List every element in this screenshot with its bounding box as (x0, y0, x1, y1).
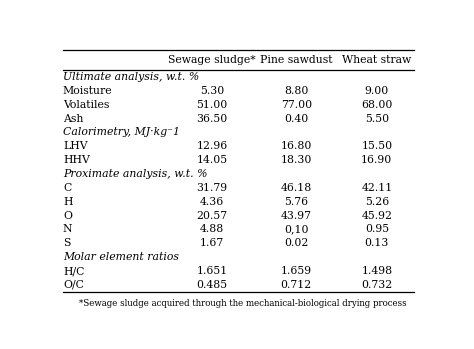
Text: 0.02: 0.02 (284, 238, 309, 248)
Text: O: O (63, 210, 72, 221)
Text: 14.05: 14.05 (196, 155, 228, 165)
Text: 0,10: 0,10 (284, 224, 309, 235)
Text: O/C: O/C (63, 280, 84, 290)
Text: Sewage sludge*: Sewage sludge* (168, 55, 255, 65)
Text: S: S (63, 238, 70, 248)
Text: 1.651: 1.651 (196, 266, 228, 276)
Text: 5.76: 5.76 (284, 197, 308, 207)
Text: LHV: LHV (63, 141, 88, 151)
Text: Ultimate analysis, w.t. %: Ultimate analysis, w.t. % (63, 72, 199, 82)
Text: 8.80: 8.80 (284, 86, 309, 96)
Text: 5.26: 5.26 (365, 197, 389, 207)
Text: 15.50: 15.50 (361, 141, 392, 151)
Text: 5.30: 5.30 (200, 86, 224, 96)
Text: 4.88: 4.88 (200, 224, 224, 235)
Text: 5.50: 5.50 (365, 113, 389, 124)
Text: 68.00: 68.00 (361, 100, 392, 110)
Text: Calorimetry, MJ·kg⁻1: Calorimetry, MJ·kg⁻1 (63, 127, 180, 138)
Text: 45.92: 45.92 (361, 210, 392, 221)
Text: 31.79: 31.79 (196, 183, 228, 193)
Text: 12.96: 12.96 (196, 141, 228, 151)
Text: N: N (63, 224, 73, 235)
Text: C: C (63, 183, 71, 193)
Text: 36.50: 36.50 (196, 113, 228, 124)
Text: Wheat straw: Wheat straw (342, 55, 411, 65)
Text: *Sewage sludge acquired through the mechanical-biological drying process: *Sewage sludge acquired through the mech… (79, 299, 407, 309)
Text: 46.18: 46.18 (281, 183, 312, 193)
Text: Proximate analysis, w.t. %: Proximate analysis, w.t. % (63, 169, 208, 179)
Text: 1.67: 1.67 (200, 238, 224, 248)
Text: 0.13: 0.13 (365, 238, 389, 248)
Text: 0.95: 0.95 (365, 224, 389, 235)
Text: 0.732: 0.732 (361, 280, 392, 290)
Text: 0.712: 0.712 (281, 280, 312, 290)
Text: 43.97: 43.97 (281, 210, 312, 221)
Text: 51.00: 51.00 (196, 100, 228, 110)
Text: 9.00: 9.00 (365, 86, 389, 96)
Text: 1.659: 1.659 (281, 266, 312, 276)
Text: 20.57: 20.57 (196, 210, 228, 221)
Text: HHV: HHV (63, 155, 90, 165)
Text: H: H (63, 197, 73, 207)
Text: Moisture: Moisture (63, 86, 112, 96)
Text: 42.11: 42.11 (361, 183, 392, 193)
Text: H/C: H/C (63, 266, 84, 276)
Text: Molar element ratios: Molar element ratios (63, 252, 179, 262)
Text: Volatiles: Volatiles (63, 100, 109, 110)
Text: 0.485: 0.485 (196, 280, 228, 290)
Text: 4.36: 4.36 (200, 197, 224, 207)
Text: Ash: Ash (63, 113, 83, 124)
Text: 1.498: 1.498 (361, 266, 392, 276)
Text: 77.00: 77.00 (281, 100, 312, 110)
Text: Pine sawdust: Pine sawdust (260, 55, 332, 65)
Text: 0.40: 0.40 (284, 113, 308, 124)
Text: 16.90: 16.90 (361, 155, 392, 165)
Text: 16.80: 16.80 (281, 141, 312, 151)
Text: 18.30: 18.30 (281, 155, 312, 165)
